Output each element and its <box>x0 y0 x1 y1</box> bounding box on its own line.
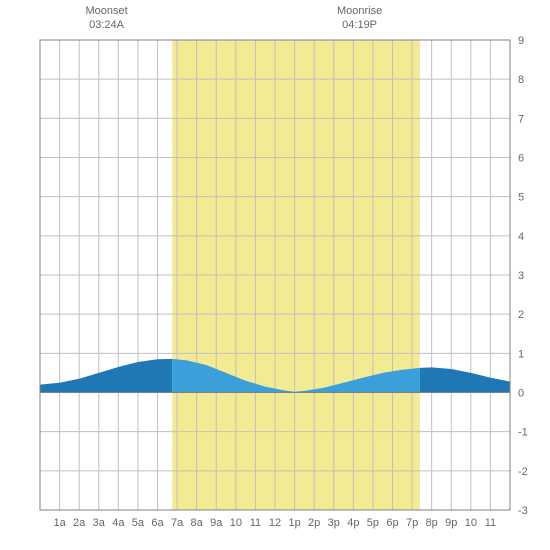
x-tick-label: 4p <box>347 517 359 529</box>
tide-chart: -3-2-101234567891a2a3a4a5a6a7a8a9a101112… <box>0 0 550 550</box>
moonset-label: Moonset <box>85 5 127 17</box>
x-tick-label: 11 <box>485 517 496 529</box>
y-tick-label: 0 <box>518 388 524 400</box>
y-tick-label: -2 <box>518 466 528 478</box>
x-tick-label: 5p <box>367 517 379 529</box>
y-tick-label: 4 <box>518 231 524 243</box>
x-tick-label: 4a <box>112 517 125 529</box>
x-tick-label: 2a <box>73 517 86 529</box>
y-tick-label: -1 <box>518 427 528 439</box>
x-tick-label: 2p <box>308 517 320 529</box>
x-tick-label: 6a <box>151 517 164 529</box>
y-tick-label: 6 <box>518 153 524 165</box>
y-tick-label: 5 <box>518 192 524 204</box>
x-tick-label: 11 <box>250 517 261 529</box>
moonrise-time: 04:19P <box>342 19 377 31</box>
y-tick-label: 8 <box>518 74 524 86</box>
x-tick-label: 7a <box>171 517 184 529</box>
x-tick-label: 9p <box>445 517 457 529</box>
x-tick-label: 6p <box>386 517 398 529</box>
x-tick-label: 5a <box>132 517 145 529</box>
x-tick-label: 3a <box>93 517 106 529</box>
x-tick-label: 8a <box>191 517 204 529</box>
y-tick-label: 3 <box>518 270 524 282</box>
x-tick-label: 9a <box>210 517 223 529</box>
x-tick-label: 7p <box>406 517 418 529</box>
x-tick-label: 12 <box>269 517 281 529</box>
moonrise-label: Moonrise <box>337 5 382 17</box>
x-tick-label: 1a <box>53 517 66 529</box>
y-tick-label: 1 <box>518 348 524 360</box>
moonset-time: 03:24A <box>89 19 125 31</box>
chart-svg: -3-2-101234567891a2a3a4a5a6a7a8a9a101112… <box>0 0 550 550</box>
x-tick-label: 10 <box>230 517 242 529</box>
x-tick-label: 1p <box>288 517 300 529</box>
x-tick-label: 10 <box>465 517 477 529</box>
x-tick-label: 3p <box>328 517 340 529</box>
y-tick-label: 9 <box>518 35 524 47</box>
y-tick-label: -3 <box>518 505 528 517</box>
y-tick-label: 2 <box>518 309 524 321</box>
y-tick-label: 7 <box>518 113 524 125</box>
x-tick-label: 8p <box>426 517 438 529</box>
